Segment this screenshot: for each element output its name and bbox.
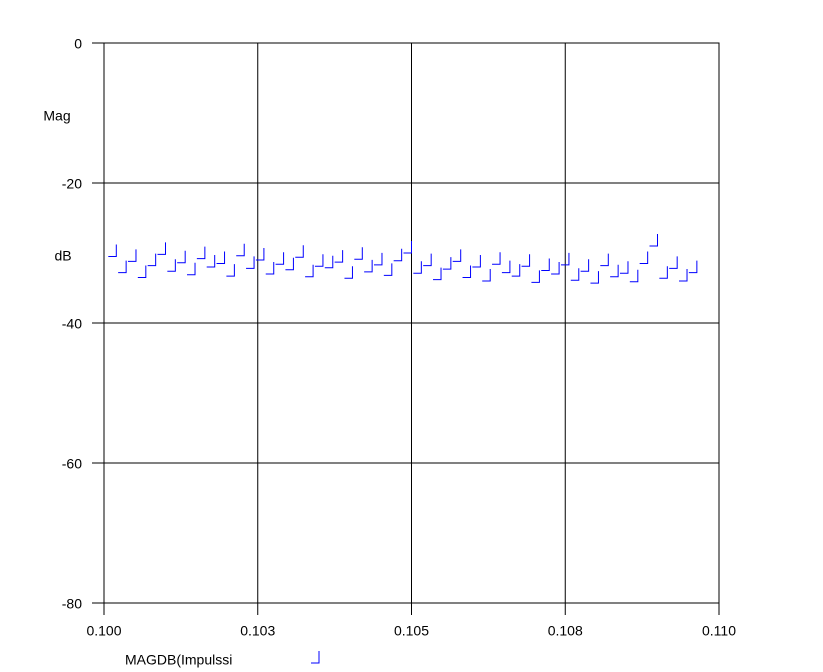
data-point xyxy=(236,243,245,257)
data-point xyxy=(373,252,383,266)
x-tick-label: 0.108 xyxy=(548,623,583,639)
data-point xyxy=(324,255,334,269)
data-point xyxy=(344,266,353,279)
data-point xyxy=(206,255,216,268)
data-point xyxy=(147,253,157,267)
data-point xyxy=(452,249,462,262)
data-point xyxy=(383,263,393,276)
data-point xyxy=(255,248,265,261)
data-point xyxy=(679,269,688,282)
data-point xyxy=(521,254,531,267)
data-point xyxy=(196,246,206,260)
data-point xyxy=(590,271,599,284)
data-point xyxy=(639,251,649,264)
data-point xyxy=(137,265,147,278)
data-point xyxy=(688,260,698,274)
data-point xyxy=(167,259,176,272)
x-tick-label: 0.103 xyxy=(240,623,275,639)
data-point xyxy=(610,264,619,278)
data-point xyxy=(462,265,472,278)
legend-marker xyxy=(311,651,320,664)
y-axis-unit: dB xyxy=(54,248,71,264)
x-tick-label: 0.100 xyxy=(86,623,121,639)
data-point xyxy=(472,255,481,268)
data-point xyxy=(541,258,550,271)
data-point xyxy=(659,266,668,279)
data-point xyxy=(393,248,403,262)
data-point xyxy=(492,252,501,265)
legend-label: MAGDB(Impulssi xyxy=(125,652,232,668)
data-point xyxy=(305,264,314,278)
data-point xyxy=(423,253,432,267)
y-axis-label: Mag xyxy=(43,108,70,124)
data-point xyxy=(511,264,521,277)
y-tick-label: -20 xyxy=(62,176,82,192)
data-point xyxy=(354,247,363,260)
y-tick-label: 0 xyxy=(74,36,82,52)
data-point xyxy=(403,241,412,254)
data-point xyxy=(560,252,570,266)
data-point xyxy=(649,234,658,247)
data-point xyxy=(551,262,560,275)
data-point xyxy=(531,270,540,283)
data-point xyxy=(413,261,422,274)
data-point xyxy=(570,268,580,281)
data-point xyxy=(157,242,166,255)
data-point xyxy=(364,259,373,273)
y-tick-label: -60 xyxy=(62,456,82,472)
data-point xyxy=(619,261,629,274)
data-point xyxy=(600,253,609,267)
data-point xyxy=(314,254,324,267)
data-point xyxy=(285,257,294,271)
data-point xyxy=(334,250,344,263)
data-point xyxy=(246,256,255,269)
data-point xyxy=(187,262,196,276)
y-tick-label: -40 xyxy=(62,316,82,332)
data-point xyxy=(629,269,639,283)
data-point xyxy=(295,245,304,258)
data-point xyxy=(226,264,235,277)
data-point xyxy=(216,251,226,264)
data-point xyxy=(108,244,117,257)
data-point xyxy=(265,262,275,275)
data-point xyxy=(482,269,491,282)
y-tick-label: -80 xyxy=(62,596,82,612)
data-point xyxy=(433,267,442,281)
data-point xyxy=(442,257,452,270)
x-tick-label: 0.105 xyxy=(394,623,429,639)
data-point xyxy=(501,260,511,274)
x-tick-label: 0.110 xyxy=(702,623,736,639)
data-point xyxy=(127,249,137,262)
data-point xyxy=(177,250,186,264)
data-point xyxy=(580,259,590,272)
data-point xyxy=(669,256,678,269)
data-point xyxy=(118,260,127,274)
data-point xyxy=(275,252,285,265)
